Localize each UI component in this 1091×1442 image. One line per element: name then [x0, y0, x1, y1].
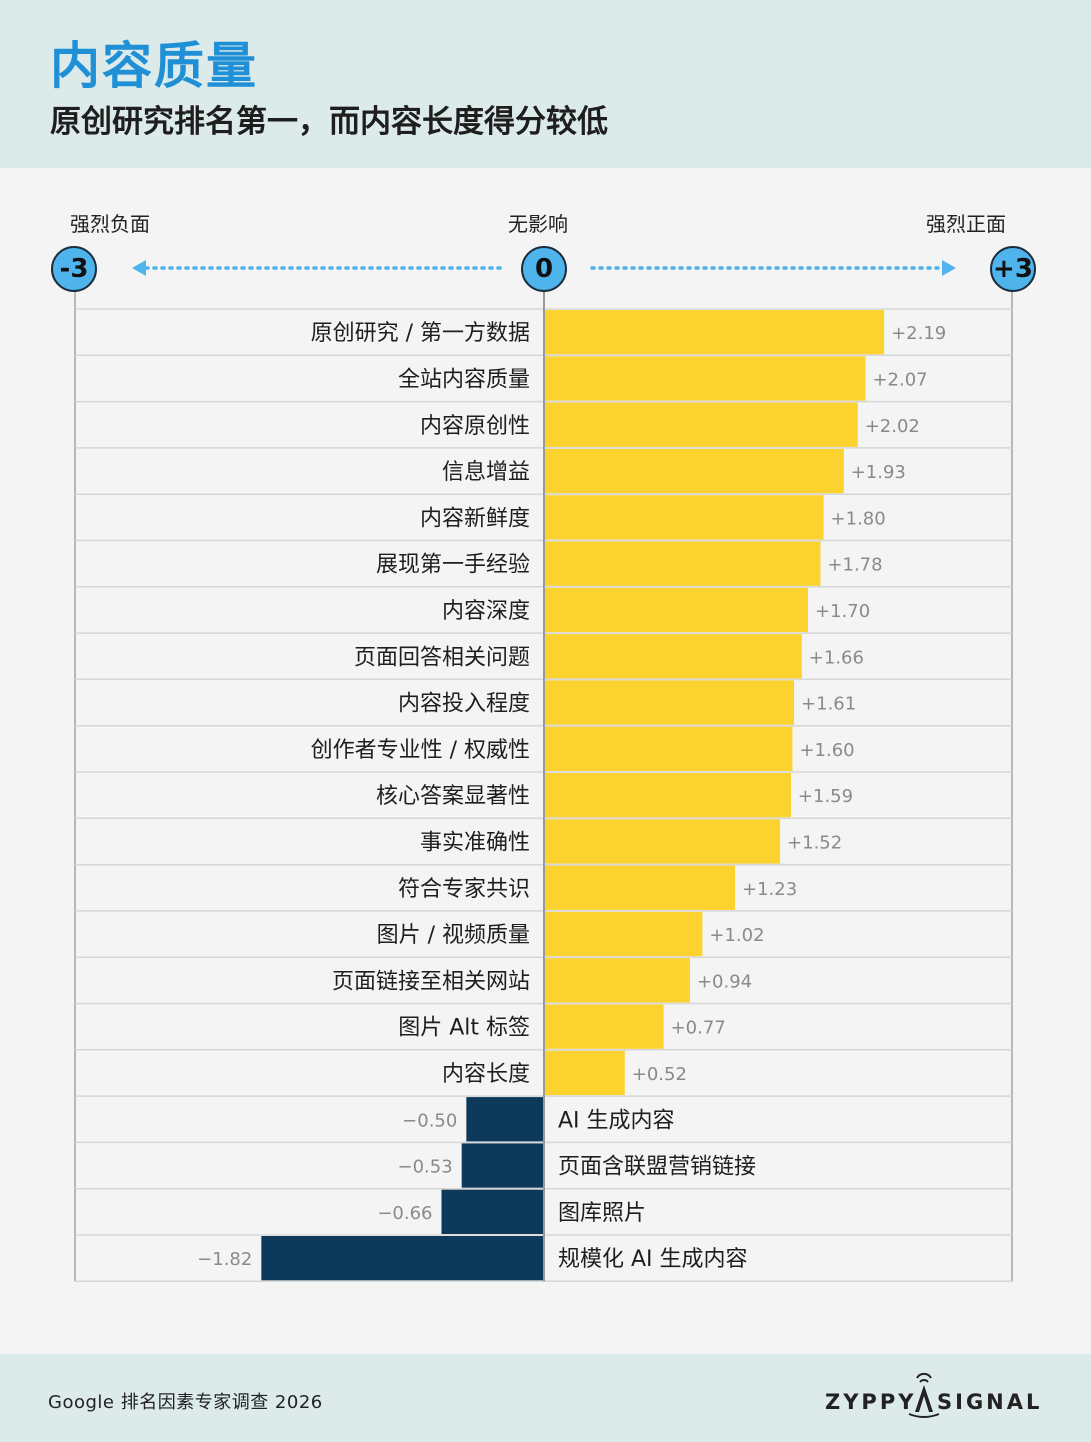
category-label: 规模化 AI 生成内容 — [558, 1247, 748, 1272]
bar — [544, 310, 885, 355]
brand-logo: ZYPPY SIGNAL — [825, 1372, 1039, 1422]
category-label: 符合专家共识 — [398, 877, 530, 902]
header-band: 内容质量 原创研究排名第一，而内容长度得分较低 — [0, 0, 1091, 168]
arrow-right-head — [942, 260, 956, 276]
category-label: 图库照片 — [558, 1201, 646, 1226]
axis-center-label: 无影响 — [508, 212, 568, 236]
bar — [544, 865, 736, 910]
category-label: 页面含联盟营销链接 — [558, 1155, 756, 1180]
category-label: 内容新鲜度 — [420, 506, 530, 531]
value-label: +1.93 — [851, 462, 906, 483]
value-label: +1.52 — [787, 832, 842, 853]
source-note: Google 排名因素专家调查 2026 — [48, 1392, 323, 1413]
page-title: 内容质量 — [50, 37, 258, 95]
value-label: +2.19 — [891, 323, 946, 344]
bar — [544, 356, 866, 401]
bar — [461, 1143, 544, 1188]
category-label: 内容长度 — [442, 1062, 530, 1087]
value-label: −0.53 — [398, 1157, 453, 1178]
brand-left-text: ZYPPY — [825, 1390, 917, 1414]
category-label: 图片 / 视频质量 — [377, 923, 530, 948]
value-label: −0.66 — [377, 1203, 432, 1224]
axis-min-badge: -3 — [51, 246, 97, 292]
category-label: 创作者专业性 / 权威性 — [311, 738, 530, 763]
category-label: 内容原创性 — [420, 414, 530, 439]
value-label: +0.77 — [671, 1018, 726, 1039]
bar — [544, 1004, 664, 1049]
value-label: +1.60 — [799, 740, 854, 761]
bar — [544, 448, 844, 494]
axis-max-badge: +3 — [990, 246, 1036, 292]
value-label: +0.52 — [632, 1064, 687, 1085]
bar — [544, 1050, 625, 1096]
bar — [544, 495, 824, 540]
arrow-left-head — [132, 260, 146, 276]
value-label: +1.66 — [809, 647, 864, 668]
value-label: +0.94 — [697, 971, 752, 992]
bar — [544, 819, 781, 864]
brand-right-text: SIGNAL — [937, 1390, 1043, 1414]
axis-zero-badge: 0 — [521, 246, 567, 292]
value-label: −0.50 — [402, 1110, 457, 1131]
category-label: 核心答案显著性 — [376, 784, 530, 809]
bar — [544, 587, 809, 633]
value-label: +1.61 — [801, 694, 856, 715]
value-label: +1.23 — [742, 879, 797, 900]
category-label: 事实准确性 — [420, 830, 530, 855]
value-label: +1.70 — [815, 601, 870, 622]
bar — [544, 402, 858, 447]
value-label: +1.78 — [827, 555, 882, 576]
value-label: +1.80 — [831, 508, 886, 529]
value-label: +1.02 — [709, 925, 764, 946]
bar — [544, 911, 703, 957]
bar — [544, 958, 690, 1003]
bar — [544, 541, 821, 586]
value-label: +2.07 — [872, 369, 927, 390]
value-label: +2.02 — [865, 416, 920, 437]
bar — [544, 634, 802, 679]
category-label: 图片 Alt 标签 — [398, 1016, 530, 1041]
category-label: 全站内容质量 — [398, 367, 530, 392]
bar — [441, 1189, 544, 1234]
signal-tower-icon — [908, 1372, 940, 1418]
bar — [544, 726, 793, 771]
bar — [466, 1097, 544, 1142]
bar — [261, 1236, 544, 1281]
category-label: 内容投入程度 — [398, 692, 530, 717]
category-label: 页面回答相关问题 — [354, 645, 530, 670]
category-label: 页面链接至相关网站 — [332, 969, 530, 994]
category-label: AI 生成内容 — [558, 1108, 675, 1133]
bar — [544, 680, 795, 725]
category-label: 展现第一手经验 — [376, 553, 530, 578]
bar — [544, 773, 791, 818]
category-label: 原创研究 / 第一方数据 — [311, 321, 530, 346]
footer-band — [0, 1354, 1091, 1442]
axis-right-label: 强烈正面 — [926, 212, 1006, 236]
category-label: 信息增益 — [442, 460, 530, 485]
category-label: 内容深度 — [442, 599, 530, 624]
value-label: −1.82 — [197, 1249, 252, 1270]
page-subtitle: 原创研究排名第一，而内容长度得分较低 — [50, 104, 608, 140]
value-label: +1.59 — [798, 786, 853, 807]
axis-left-label: 强烈负面 — [70, 212, 150, 236]
